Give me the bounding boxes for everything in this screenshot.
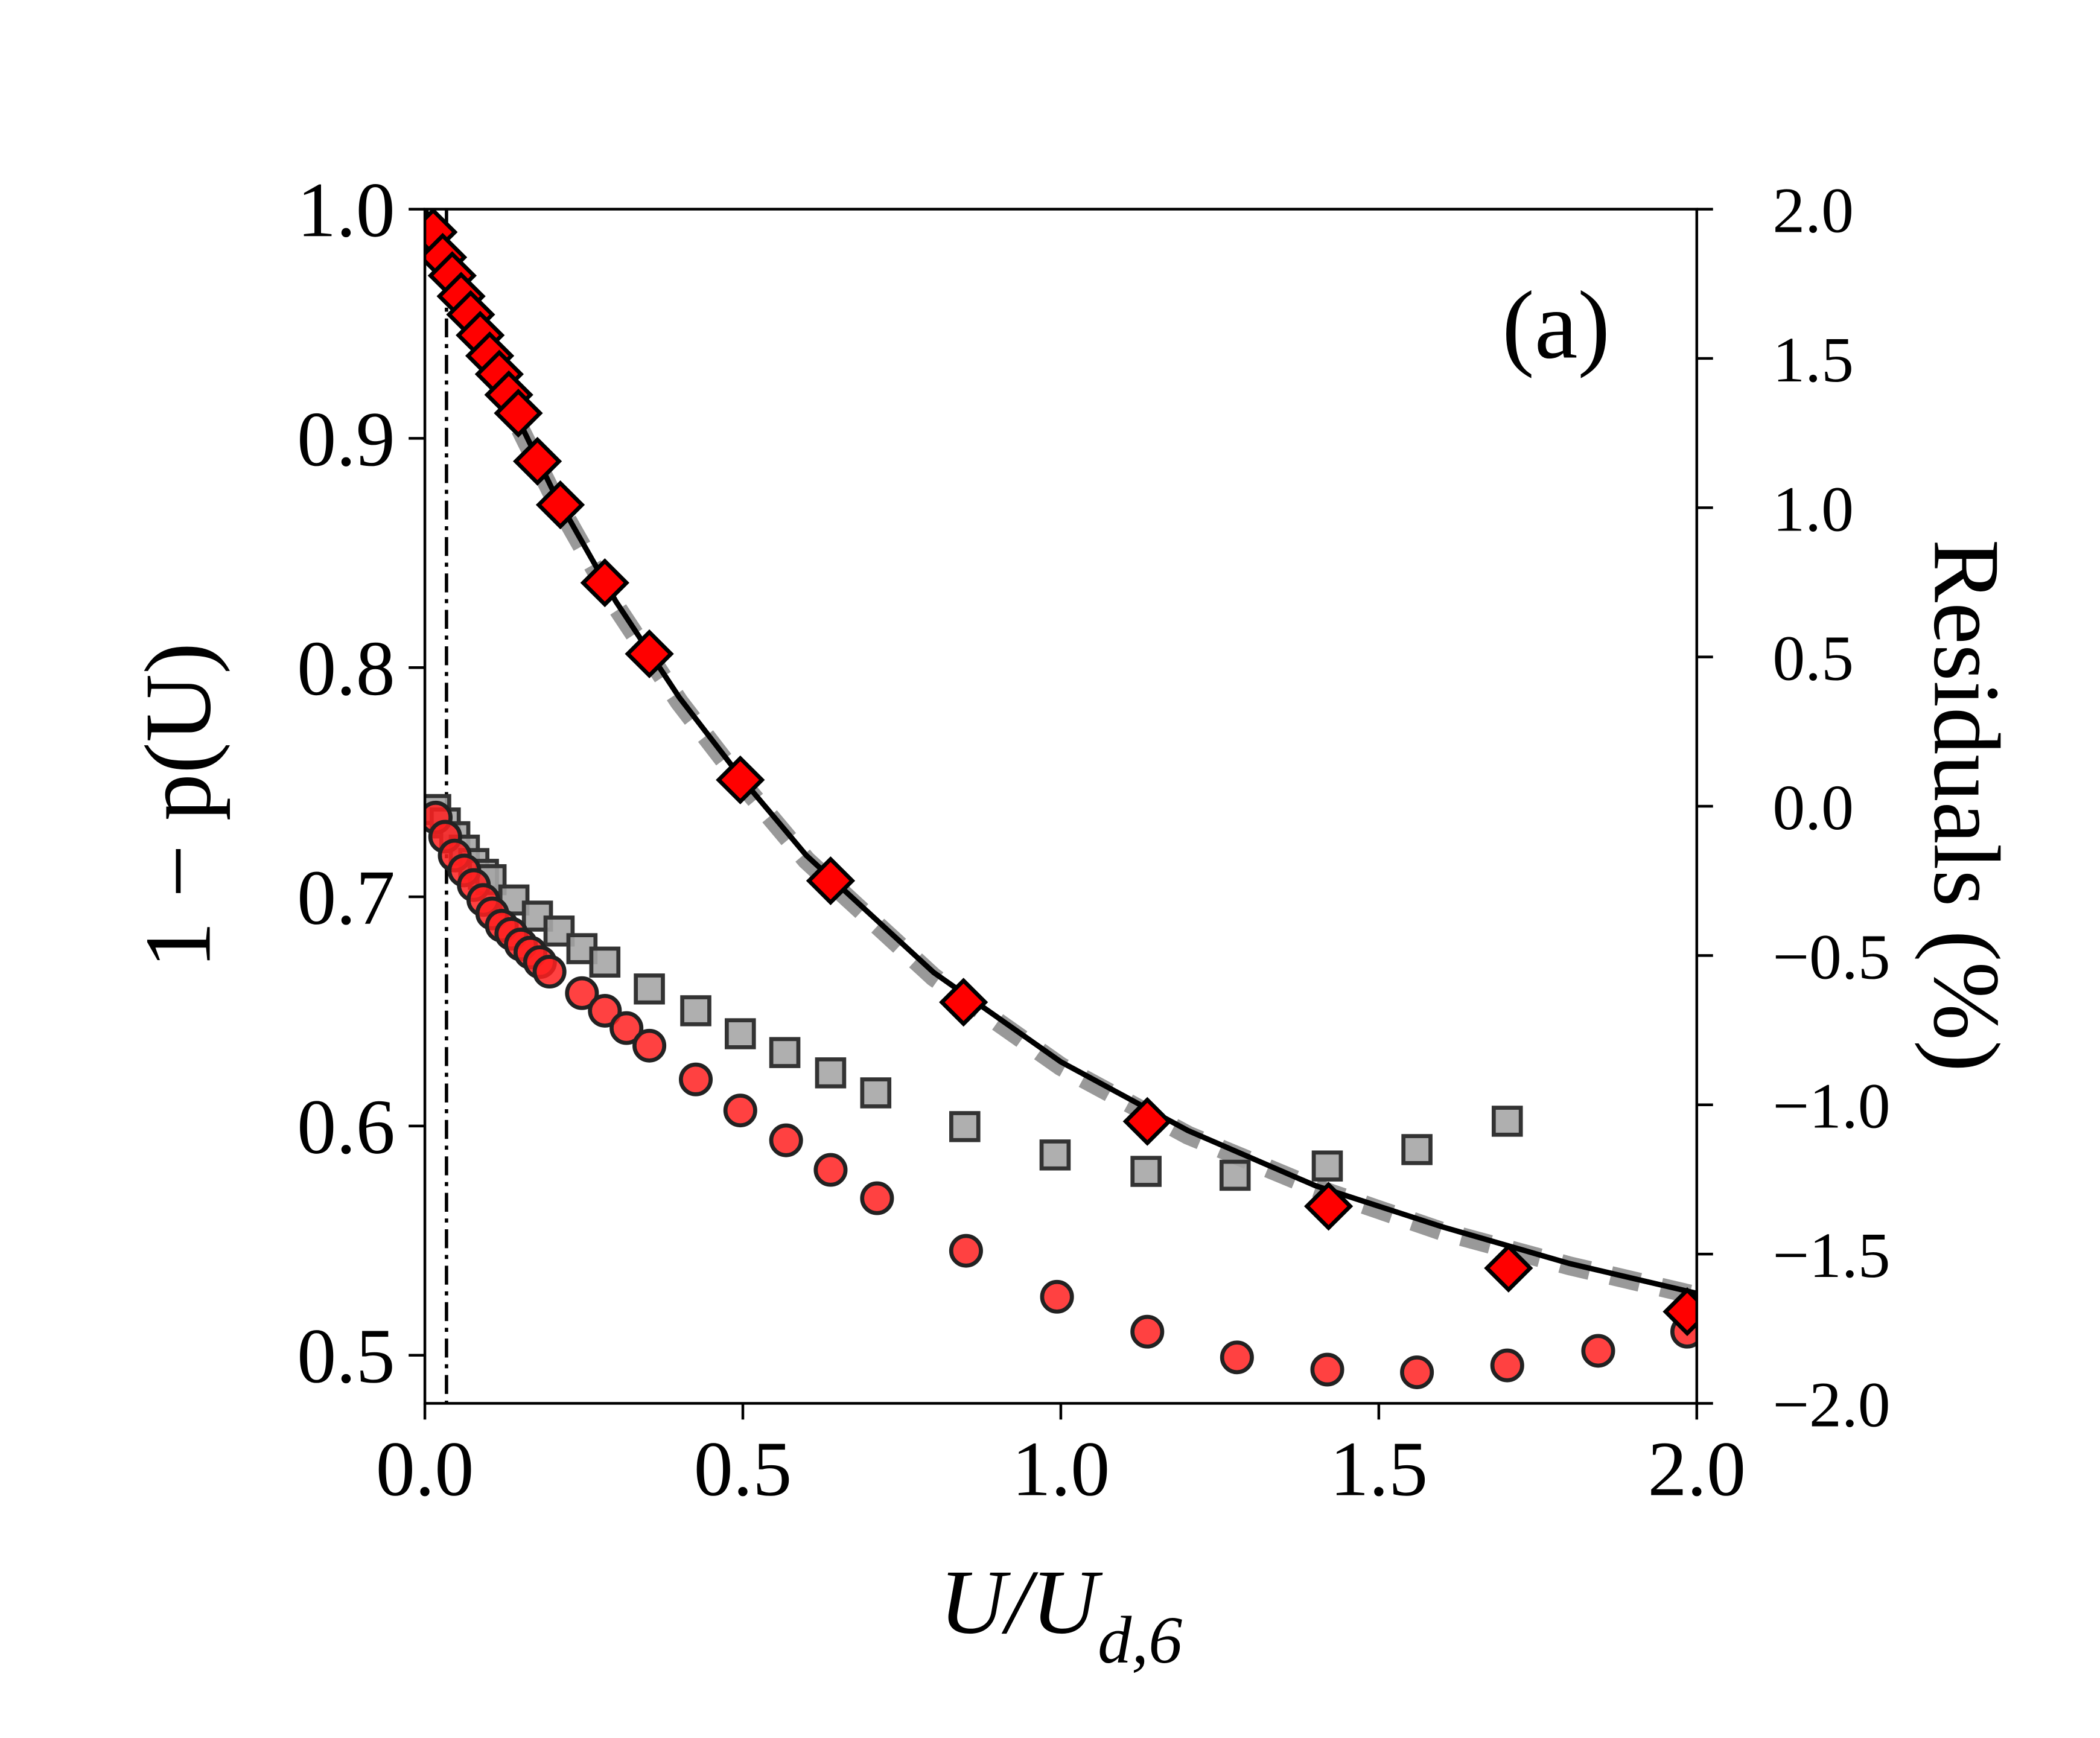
square-marker xyxy=(1491,1106,1523,1137)
square-marker xyxy=(815,1057,847,1089)
y2-tick-label: 0.5 xyxy=(1772,623,1854,695)
diamond-marker xyxy=(625,629,674,678)
circle-marker xyxy=(1310,1352,1344,1387)
circle-marker xyxy=(860,1181,894,1215)
x-tick-label: 0.0 xyxy=(376,1426,474,1513)
circle-marker xyxy=(565,976,599,1010)
x-tick-label: 1.0 xyxy=(1012,1426,1110,1513)
y2-tick-label: −0.5 xyxy=(1772,922,1890,993)
y-tick-label: 0.8 xyxy=(297,625,395,712)
y2-tick-label: 2.0 xyxy=(1772,175,1854,247)
circle-marker xyxy=(813,1153,848,1187)
x-label-main: U/U xyxy=(940,1551,1104,1653)
y-axis-label: 1 − p(U) xyxy=(125,643,230,969)
fit-line xyxy=(512,425,1697,1305)
diamond-marker xyxy=(1303,1182,1354,1231)
y2-tick-label: −1.0 xyxy=(1772,1071,1890,1142)
y2-axis-label: Residuals (%) xyxy=(1914,540,2019,1072)
circle-marker xyxy=(1040,1279,1074,1314)
diamond-marker xyxy=(1484,1243,1533,1293)
y2-tick-label: −2.0 xyxy=(1772,1369,1890,1441)
square-marker xyxy=(589,946,621,978)
circle-marker xyxy=(1400,1355,1434,1389)
y2-tick-label: −1.5 xyxy=(1772,1220,1890,1291)
square-marker xyxy=(1401,1134,1433,1165)
diamond-marker xyxy=(512,436,562,486)
circle-marker xyxy=(678,1062,713,1097)
y2-tick-label: 1.5 xyxy=(1772,324,1854,396)
circle-marker xyxy=(588,993,622,1028)
circle-marker xyxy=(1220,1340,1254,1375)
diamond-marker xyxy=(580,558,629,608)
diamond-marker xyxy=(1662,1287,1697,1337)
square-marker xyxy=(634,973,665,1005)
y-tick-label: 0.9 xyxy=(297,396,395,483)
circle-marker xyxy=(1581,1334,1615,1368)
square-marker xyxy=(725,1018,756,1049)
y-tick-label: 0.5 xyxy=(297,1313,395,1400)
annotation: (a) xyxy=(1502,271,1610,379)
x-label-sub: d,6 xyxy=(1098,1603,1182,1678)
plot-frame xyxy=(423,208,1699,1405)
circle-marker xyxy=(723,1093,757,1128)
circle-marker xyxy=(949,1233,983,1268)
square-marker xyxy=(1039,1139,1071,1171)
x-tick-label: 2.0 xyxy=(1648,1426,1746,1513)
y-tick-label: 0.7 xyxy=(297,855,395,941)
plot-area xyxy=(425,209,1697,1404)
x-tick-label: 0.5 xyxy=(694,1426,792,1513)
circle-marker xyxy=(532,955,567,989)
x-axis-label: U/Ud,6 xyxy=(940,1551,1183,1678)
diamond-marker xyxy=(716,755,765,804)
x-tick-label: 1.5 xyxy=(1330,1426,1428,1513)
diamond-marker xyxy=(939,978,988,1027)
square-marker xyxy=(680,995,711,1027)
square-marker xyxy=(949,1111,981,1142)
y-tick-label: 1.0 xyxy=(297,167,395,253)
square-marker xyxy=(1311,1150,1343,1182)
y2-tick-label: 1.0 xyxy=(1772,473,1854,545)
y2-tick-label: 0.0 xyxy=(1772,772,1854,844)
diamond-marker xyxy=(494,389,543,438)
circle-marker xyxy=(769,1123,803,1157)
square-marker xyxy=(860,1077,892,1109)
diamond-marker xyxy=(1122,1097,1172,1146)
circle-marker xyxy=(632,1028,667,1063)
diamond-marker xyxy=(806,856,856,905)
square-marker xyxy=(1130,1156,1162,1187)
y-tick-label: 0.6 xyxy=(297,1084,395,1171)
square-marker xyxy=(769,1037,801,1068)
diamond-marker xyxy=(535,480,585,530)
circle-marker xyxy=(609,1011,644,1045)
circle-marker xyxy=(1130,1314,1165,1349)
square-marker xyxy=(1219,1159,1251,1191)
circle-marker xyxy=(1490,1348,1524,1383)
